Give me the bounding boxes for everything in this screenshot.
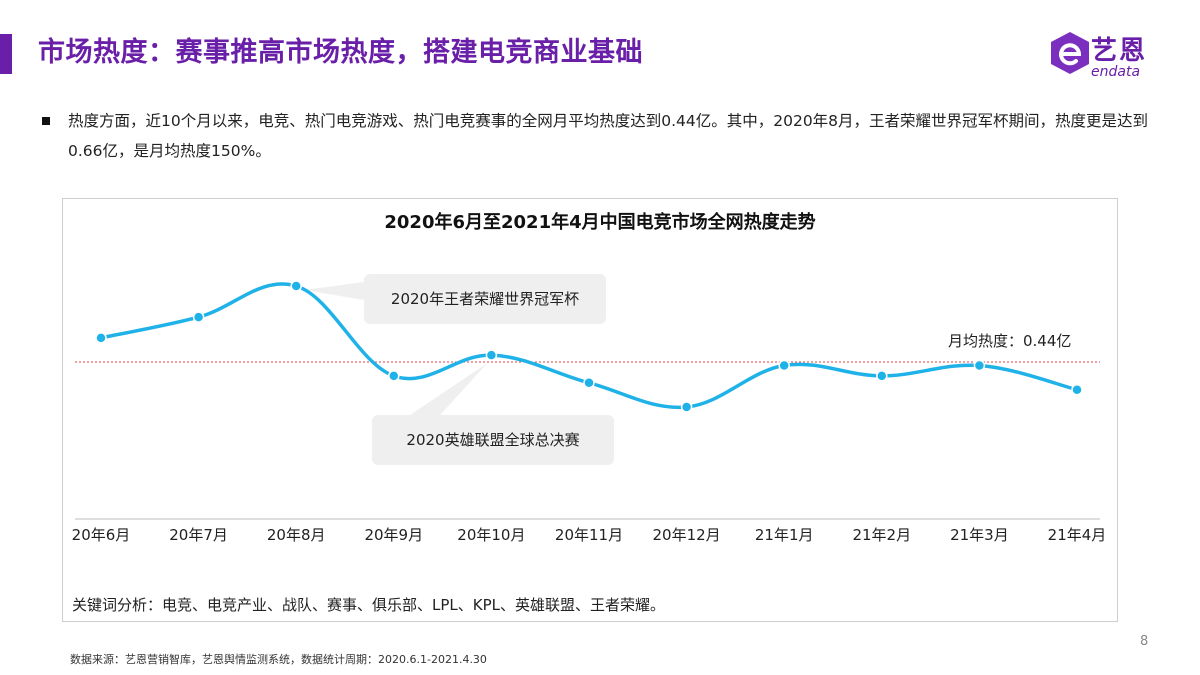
data-point-20年7月 xyxy=(192,311,205,323)
data-point-20年10月 xyxy=(485,349,498,361)
x-tick-label: 21年4月 xyxy=(1047,526,1107,544)
x-tick-label: 20年10月 xyxy=(457,526,526,544)
chart-frame xyxy=(62,198,1118,622)
endata-logo: 艺恩 endata xyxy=(1045,24,1175,84)
x-tick-label: 20年7月 xyxy=(169,526,228,544)
data-point-21年3月 xyxy=(973,359,986,372)
callout-lol-worlds: 2020英雄联盟全球总决赛 xyxy=(372,415,614,465)
description-text: 热度方面，近10个月以来，电竞、热门电竞游戏、热门电竞赛事的全网月平均热度达到0… xyxy=(68,112,1149,160)
title-accent-bar xyxy=(0,34,12,74)
x-tick-label: 20年8月 xyxy=(266,526,326,544)
x-tick-label: 20年11月 xyxy=(554,526,624,544)
x-tick-label: 20年6月 xyxy=(71,526,131,544)
data-point-21年1月 xyxy=(778,359,790,372)
x-tick-label: 20年9月 xyxy=(364,526,424,544)
endata-logo-icon xyxy=(1051,32,1089,74)
keywords-text: 关键词分析：电竞、电竞产业、战队、赛事、俱乐部、LPL、KPL、英雄联盟、王者荣… xyxy=(72,596,666,614)
source-note: 数据来源：艺恩营销智库，艺恩舆情监测系统，数据统计周期：2020.6.1-202… xyxy=(70,653,487,666)
data-point-20年12月 xyxy=(680,401,693,413)
data-point-21年2月 xyxy=(876,370,888,382)
logo-text-en: endata xyxy=(1091,64,1141,80)
x-tick-label: 21年2月 xyxy=(852,526,912,544)
page-number: 8 xyxy=(1140,634,1149,649)
x-tick-label: 21年1月 xyxy=(754,526,814,544)
callout-pointer xyxy=(304,282,364,300)
data-point-21年4月 xyxy=(1071,383,1083,396)
callout-kpl-world-cup: 2020年王者荣耀世界冠军杯 xyxy=(364,274,606,324)
data-point-20年6月 xyxy=(95,332,107,344)
x-axis-labels: 20年6月 20年7月 20年8月 20年9月 20年10月 20年11月 20年12月 21… xyxy=(0,524,1200,548)
bullet-square xyxy=(42,117,50,125)
data-point-20年9月 xyxy=(388,370,400,382)
data-point-20年11月 xyxy=(583,377,595,389)
page-title: 市场热度：赛事推高市场热度，搭建电竞商业基础 xyxy=(38,37,643,68)
x-tick-label: 20年12月 xyxy=(652,526,721,544)
callout-pointer xyxy=(410,363,488,415)
logo-text-cn: 艺恩 xyxy=(1091,36,1148,66)
chart-title: 2020年6月至2021年4月中国电竞市场全网热度走势 xyxy=(384,212,816,233)
x-tick-label: 21年3月 xyxy=(950,526,1009,544)
average-label: 月均热度：0.44亿 xyxy=(948,332,1072,350)
data-point-20年8月 xyxy=(290,280,302,292)
